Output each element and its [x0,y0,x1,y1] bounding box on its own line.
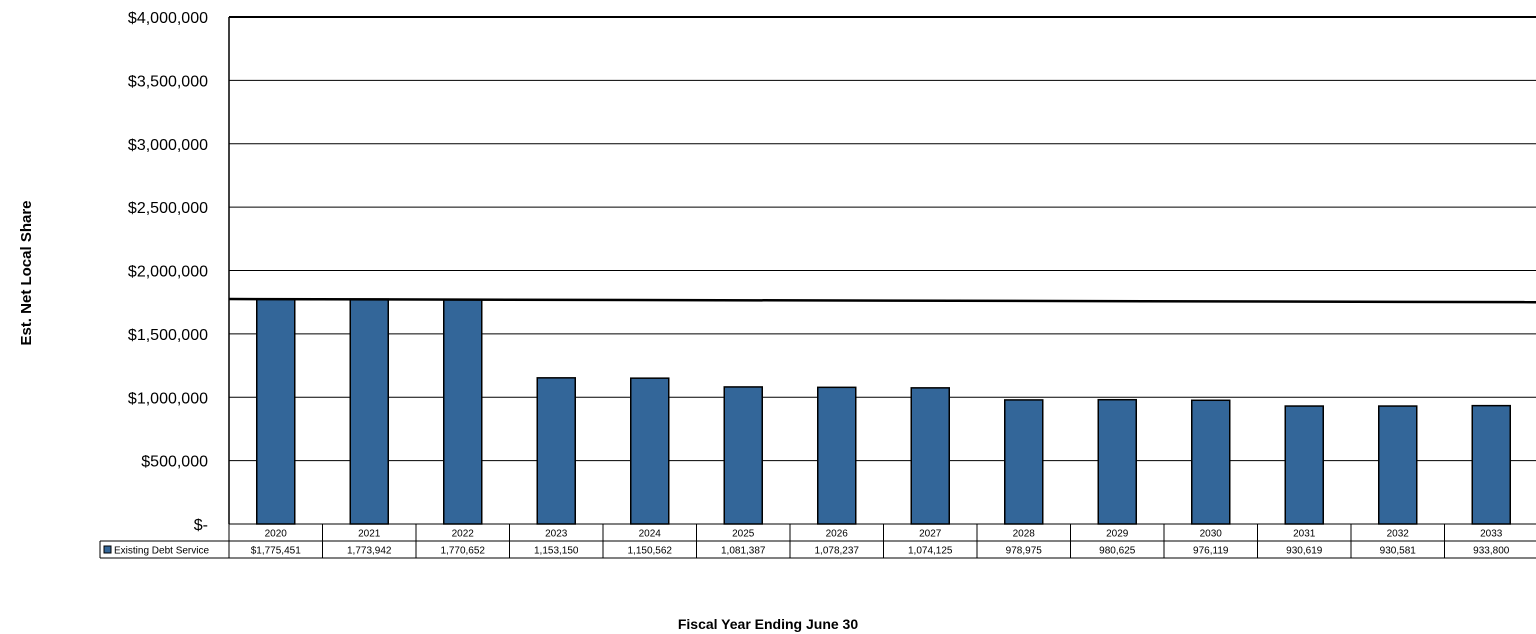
y-tick-label: $3,000,000 [128,137,208,154]
reference-line-stroke [228,297,1536,304]
bar [1191,399,1231,525]
x-tick-label: 2027 [919,529,942,540]
y-tick-label: $1,000,000 [128,390,208,407]
y-tick-label: $500,000 [141,454,208,471]
bar [910,387,950,525]
bar [256,298,296,525]
data-label: 930,581 [1380,546,1417,557]
x-tick-label: 2028 [1013,529,1036,540]
bar [536,377,576,525]
reference-line [228,297,1536,304]
gridlines [228,16,1536,525]
data-label: 1,078,237 [815,546,860,557]
x-tick-label: 2022 [452,529,475,540]
x-tick-label: 2030 [1200,529,1223,540]
x-tick-label: 2033 [1480,529,1503,540]
data-label: $1,775,451 [251,546,301,557]
legend-label: Existing Debt Service [114,546,209,557]
bar [630,377,670,525]
bar [723,386,763,525]
bar [1097,398,1137,525]
x-tick-label: 2029 [1106,529,1129,540]
bar [443,298,483,525]
x-tick-label: 2021 [358,529,381,540]
data-label: 976,119 [1193,546,1229,557]
y-axis-label: Est. Net Local Share [18,200,35,346]
x-tick-label: 2025 [732,529,755,540]
bar [349,298,389,525]
data-label: 978,975 [1006,546,1043,557]
y-tick-label: $2,000,000 [128,264,208,281]
data-label: 930,619 [1286,546,1323,557]
data-table: Existing Debt Service 2020 $1,775,451 2021 1… [99,523,1536,559]
bar [1378,405,1418,525]
data-label: 1,150,562 [628,546,673,557]
x-tick-label: 2020 [265,529,288,540]
data-label: 1,770,652 [441,546,486,557]
y-tick-label: $1,500,000 [128,327,208,344]
bar [817,386,857,525]
y-axis-tick-labels: $- $500,000 $1,000,000 $1,500,000 $2,000,000… [128,10,208,534]
data-label: 933,800 [1473,546,1510,557]
y-tick-label: $- [194,517,208,534]
bar [1284,405,1324,525]
bars [256,298,1511,525]
data-label: 1,081,387 [721,546,766,557]
bar [1004,399,1044,525]
y-tick-label: $4,000,000 [128,10,208,27]
x-tick-label: 2031 [1293,529,1316,540]
data-label: 1,773,942 [347,546,392,557]
data-label: 980,625 [1099,546,1136,557]
x-axis-label: Fiscal Year Ending June 30 [677,616,859,632]
bar [1471,404,1511,525]
data-label: 1,153,150 [534,546,579,557]
x-tick-label: 2032 [1387,529,1410,540]
y-tick-label: $3,500,000 [128,73,208,90]
legend-swatch [103,545,112,554]
x-tick-label: 2023 [545,529,568,540]
x-tick-label: 2024 [639,529,662,540]
y-tick-label: $2,500,000 [128,200,208,217]
x-tick-label: 2026 [826,529,849,540]
data-label: 1,074,125 [908,546,953,557]
